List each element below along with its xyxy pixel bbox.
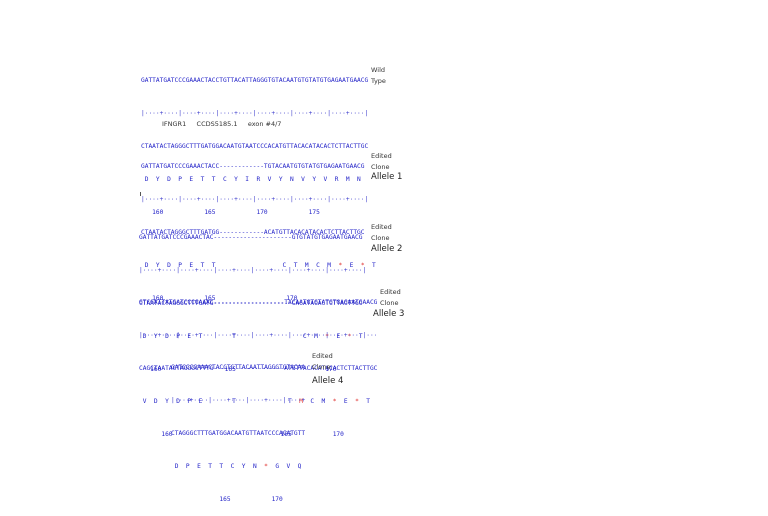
allele1-ruler: |····+····|····+····|····+····|····+····… [141,196,369,203]
allele3-bottom-strand: CAGCTAATACTAGGGCTTTG-------------------A… [139,365,378,372]
stop-codon: * [332,398,337,405]
wild-type-alignment: GATTATGATCCCGAAACTACCTGTTACATTAGGGTGTACA… [141,53,368,229]
allele4-ruler: |····+····|····+····|····+····|····+ [171,397,306,404]
wild-ruler: |····+····|····+····|····+····|····+····… [141,110,369,117]
allele3-ruler: |····+····|····+····|····+····|····+····… [139,332,378,339]
allele4-title: Allele 4 [312,376,344,386]
allele3-title: Allele 3 [373,309,405,319]
wild-top-strand: GATTATGATCCCGAAACTACCTGTTACATTAGGGTGTACA… [141,77,369,84]
allele3-label-2: Clone [380,299,399,307]
stray-mark [140,192,141,196]
allele4-top-strand: GATCCCGAAACTACCTGTTACAATTAGGGTGTACAA [171,364,306,371]
allele3-top-strand: GTCGATTATGATCCCGAAAC-------------------T… [139,299,378,306]
allele2-amino-acids: D Y D P E T T C M * E * T [139,333,363,340]
allele1-alignment: GATTATGATCCCGAAACTACC------------TGTACAA… [141,139,376,315]
allele4-label-2: Clone [312,363,331,371]
mutated-residue: M [299,398,303,405]
allele2-alignment: GATTATGATCCCGAAACTAC--------------------… [139,210,366,386]
stop-codon: * [347,333,352,340]
allele1-amino-acids: D Y D P E T T C T M C M * E * T [141,262,376,269]
allele2-bottom-strand: CTAATACTAGGGCTTTGATG--------------------… [139,300,363,307]
allele4-bottom-strand: CTAGGGCTTTGATGGACAATGTTAATCCCACATGTT [171,430,306,437]
wild-label-1: Wild [371,66,386,74]
allele4-amino-acids: D P E T T C Y N * G V Q [171,463,302,470]
allele1-bottom-strand: CTAATACTAGGGCTTTGATGG------------ACATGTT… [141,229,365,236]
allele2-label-2: Clone [371,234,390,242]
allele4-alignment: GATCCCGAAACTACCTGTTACAATTAGGGTGTACAA |··… [171,340,305,516]
allele1-top-strand: GATTATGATCCCGAAACTACC------------TGTACAA… [141,163,365,170]
allele2-positions: 160 165 170 [139,366,337,373]
wild-amino-acids: D Y D P E T T C Y I R V Y N V Y V R M N [141,176,361,183]
allele1-title: Allele 1 [371,172,403,182]
allele3-label-1: Edited [380,288,401,296]
wild-bottom-strand: CTAATACTAGGGCTTTGATGGACAATGTAATCCCACATGT… [141,143,369,150]
allele2-label-1: Edited [371,223,392,231]
stop-codon: * [355,398,359,405]
stop-codon: * [360,262,365,269]
allele2-ruler: |····+····|····+····|····+····|····+····… [139,267,367,274]
gene-info: IFNGR1 CCDS5185.1 exon #4/7 [162,120,282,128]
wild-label-2: Type [371,77,386,85]
allele4-positions: 165 170 [171,496,283,503]
allele1-label-2: Clone [371,163,390,171]
allele4-label-1: Edited [312,352,333,360]
allele2-top-strand: GATTATGATCCCGAAACTAC--------------------… [139,234,363,241]
stop-codon: * [338,262,343,269]
allele1-label-1: Edited [371,152,392,160]
allele1-positions: 160 165 170 [141,295,298,302]
wild-positions: 160 165 170 175 [141,209,320,216]
allele3-amino-acids: V D Y D P E T T M C M * E * T [139,398,371,405]
allele2-title: Allele 2 [371,244,403,254]
stop-codon: * [325,333,329,340]
